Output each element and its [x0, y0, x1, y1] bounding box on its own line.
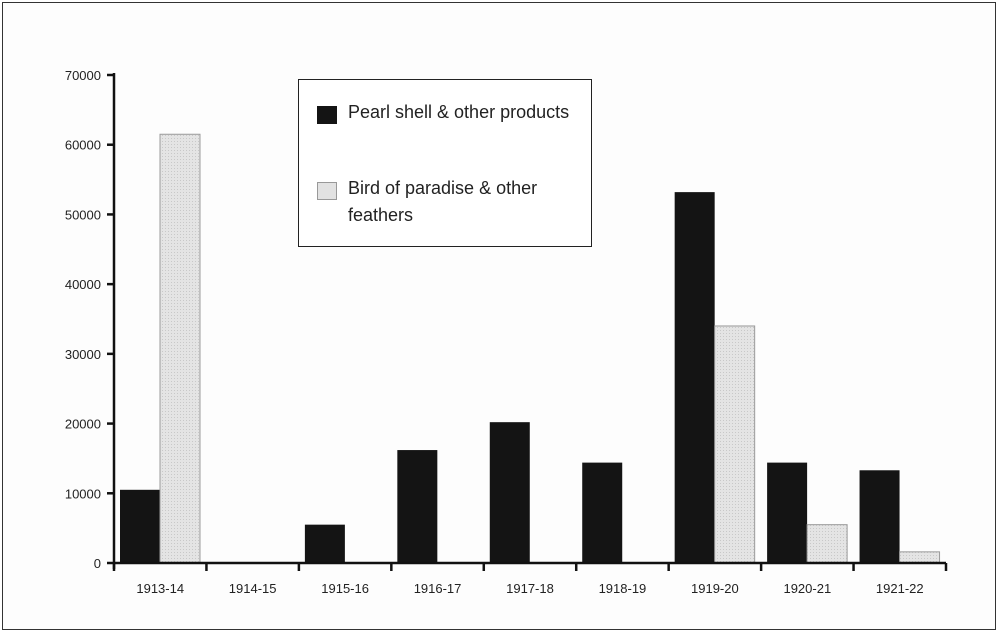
- y-tick-label: 20000: [65, 417, 101, 432]
- y-tick-label: 30000: [65, 347, 101, 362]
- x-tick-label: 1919-20: [691, 581, 739, 596]
- x-tick-label: 1915-16: [321, 581, 369, 596]
- bars: [120, 133, 941, 564]
- y-tick-label: 70000: [65, 68, 101, 83]
- x-tick-label: 1913-14: [136, 581, 184, 596]
- bar-bird-of-paradise: [714, 325, 756, 564]
- x-tick-label: 1917-18: [506, 581, 554, 596]
- y-tick-label: 50000: [65, 207, 101, 222]
- bar-bird-of-paradise: [899, 551, 941, 564]
- y-tick-label: 60000: [65, 138, 101, 153]
- bar-pearl-shell: [304, 524, 345, 563]
- y-tick-label: 10000: [65, 486, 101, 501]
- legend-label-pearl-shell: Pearl shell & other products: [348, 102, 570, 122]
- legend-swatch-bird-of-paradise: [317, 182, 337, 200]
- bar-pearl-shell: [767, 462, 808, 563]
- x-tick-label: 1916-17: [414, 581, 462, 596]
- legend: Pearl shell & other products Bird of par…: [298, 79, 592, 247]
- x-tick-label: 1920-21: [783, 581, 831, 596]
- legend-label-bird-of-paradise: Bird of paradise & other feathers: [348, 178, 538, 225]
- x-tick-label: 1921-22: [876, 581, 924, 596]
- bar-pearl-shell: [859, 470, 900, 563]
- x-axis-ticks: 1913-14 1914-15 1915-16 1916-17 1917-18 1918-…: [112, 563, 948, 596]
- bar-pearl-shell: [397, 450, 438, 563]
- y-axis-ticks: 0 10000 20000 30000 40000 50000 60000 70000: [65, 68, 114, 571]
- legend-swatch-pearl-shell: [317, 106, 337, 124]
- bar-pearl-shell: [489, 422, 530, 563]
- bar-bird-of-paradise: [806, 524, 848, 564]
- bar-pearl-shell: [120, 489, 160, 563]
- bar-bird-of-paradise: [159, 133, 201, 564]
- y-tick-label: 0: [94, 556, 101, 571]
- bar-pearl-shell: [582, 462, 623, 563]
- x-tick-label: 1914-15: [229, 581, 277, 596]
- x-tick-label: 1918-19: [599, 581, 647, 596]
- bar-pearl-shell: [674, 192, 715, 563]
- y-tick-label: 40000: [65, 277, 101, 292]
